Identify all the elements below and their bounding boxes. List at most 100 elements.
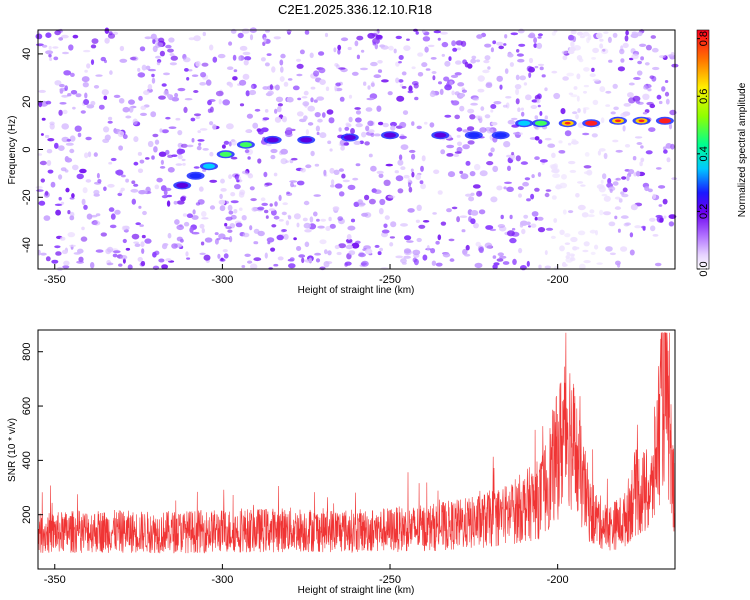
noise-speckle <box>144 238 152 244</box>
noise-speckle <box>545 227 554 231</box>
noise-speckle <box>103 95 108 101</box>
noise-speckle <box>415 31 419 35</box>
noise-speckle <box>464 253 471 257</box>
noise-speckle <box>473 222 479 229</box>
noise-speckle <box>561 50 568 55</box>
noise-speckle <box>462 248 468 256</box>
noise-speckle <box>314 252 322 256</box>
noise-speckle <box>420 183 426 190</box>
noise-speckle <box>492 165 499 173</box>
noise-speckle <box>180 238 184 243</box>
noise-speckle <box>193 113 202 117</box>
noise-speckle <box>171 96 180 102</box>
noise-speckle <box>233 69 238 73</box>
noise-speckle <box>217 253 221 259</box>
noise-speckle <box>154 184 160 190</box>
noise-speckle <box>403 255 411 259</box>
noise-speckle <box>195 202 201 206</box>
noise-speckle <box>61 94 69 98</box>
noise-speckle <box>560 108 566 115</box>
noise-speckle <box>46 160 52 166</box>
noise-speckle <box>230 192 236 197</box>
noise-speckle <box>652 234 659 237</box>
noise-speckle <box>329 148 333 152</box>
noise-speckle <box>191 215 199 220</box>
noise-speckle <box>285 127 293 134</box>
trace-peak <box>638 119 645 123</box>
noise-speckle <box>137 67 141 72</box>
noise-speckle <box>527 34 536 39</box>
noise-speckle <box>77 132 82 138</box>
noise-speckle <box>40 133 44 136</box>
noise-speckle <box>341 173 346 179</box>
noise-speckle <box>93 152 98 157</box>
noise-speckle <box>393 48 397 54</box>
noise-speckle <box>286 96 294 103</box>
noise-speckle <box>263 171 268 178</box>
noise-speckle <box>297 97 302 101</box>
noise-speckle <box>156 42 164 48</box>
noise-speckle <box>54 245 61 249</box>
noise-speckle <box>356 35 364 41</box>
noise-speckle <box>497 224 506 228</box>
noise-speckle <box>559 245 565 252</box>
noise-speckle <box>253 241 259 245</box>
noise-speckle <box>512 258 517 265</box>
noise-speckle <box>417 52 424 57</box>
noise-speckle <box>429 91 436 98</box>
noise-speckle <box>137 151 142 156</box>
noise-speckle <box>398 55 404 60</box>
noise-speckle <box>175 163 183 166</box>
noise-speckle <box>209 121 214 126</box>
noise-speckle <box>336 251 342 256</box>
x-tick-label: -350 <box>44 574 66 586</box>
noise-speckle <box>408 182 411 188</box>
noise-speckle <box>509 237 517 244</box>
colorbar-tick-label: 0.2 <box>698 204 710 219</box>
noise-speckle <box>496 185 503 191</box>
noise-speckle <box>229 82 233 88</box>
noise-speckle <box>103 126 110 133</box>
noise-speckle <box>511 227 516 231</box>
noise-speckle <box>83 204 88 210</box>
noise-speckle <box>442 252 451 258</box>
noise-speckle <box>537 33 543 37</box>
noise-speckle <box>573 45 581 51</box>
noise-speckle <box>411 66 416 70</box>
noise-speckle <box>336 64 340 69</box>
noise-speckle <box>668 123 673 130</box>
noise-speckle <box>108 161 113 165</box>
noise-speckle <box>415 219 420 223</box>
noise-speckle <box>192 209 196 215</box>
noise-speckle <box>230 200 239 204</box>
noise-speckle <box>551 70 558 74</box>
noise-speckle <box>419 180 424 185</box>
noise-speckle <box>470 192 475 196</box>
noise-speckle <box>333 47 337 53</box>
noise-speckle <box>242 232 250 238</box>
spectrogram-xlabel: Height of straight line (km) <box>298 285 415 296</box>
y-tick-label: 40 <box>21 48 33 60</box>
trace-point <box>384 132 396 138</box>
noise-speckle <box>54 80 62 86</box>
noise-speckle <box>627 92 634 98</box>
noise-speckle <box>459 93 466 98</box>
noise-speckle <box>440 31 448 35</box>
noise-speckle <box>241 215 247 221</box>
noise-speckle <box>209 179 218 183</box>
noise-speckle <box>43 215 51 221</box>
noise-speckle <box>518 247 523 254</box>
noise-speckle <box>241 265 246 268</box>
noise-speckle <box>373 74 382 79</box>
noise-speckle <box>474 262 483 269</box>
noise-speckle <box>35 33 43 40</box>
noise-speckle <box>654 262 662 267</box>
noise-speckle <box>389 242 394 247</box>
noise-speckle <box>613 106 619 111</box>
noise-speckle <box>278 194 282 201</box>
noise-speckle <box>395 175 404 182</box>
noise-speckle <box>280 53 286 59</box>
noise-speckle <box>465 193 472 197</box>
noise-speckle <box>597 150 602 156</box>
noise-speckle <box>75 93 82 98</box>
